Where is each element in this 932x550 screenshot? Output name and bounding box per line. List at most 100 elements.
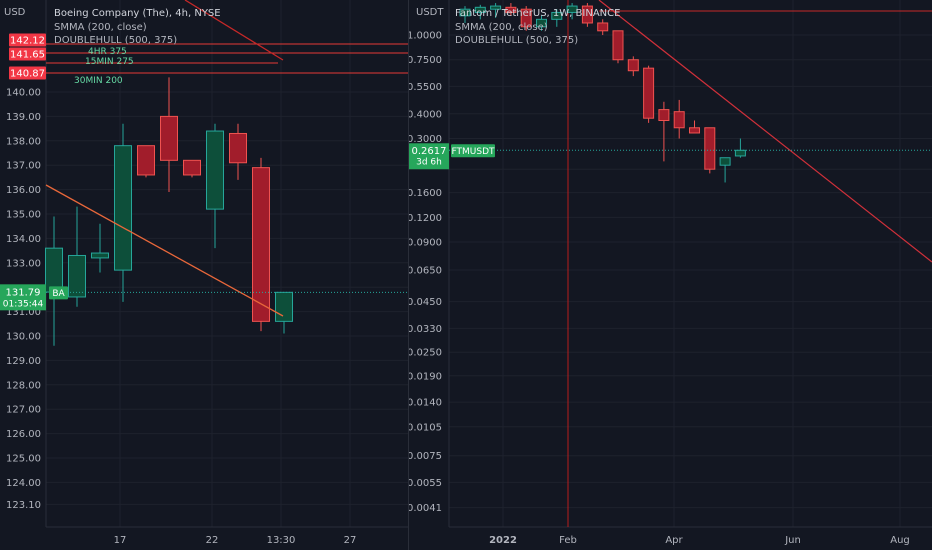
y-tick-label: 123.10 — [6, 500, 41, 511]
current-price-value: 0.2617 — [412, 146, 447, 157]
axis-currency: USDT — [416, 7, 444, 18]
candle[interactable] — [581, 5, 593, 24]
candle[interactable] — [252, 167, 270, 322]
candle[interactable] — [183, 159, 201, 176]
y-tick-label: 125.00 — [6, 454, 41, 465]
pane-divider[interactable] — [408, 0, 409, 550]
indicator-doublehull[interactable]: DOUBLEHULL (500, 375) — [54, 35, 178, 46]
y-tick-label: 139.00 — [6, 112, 41, 123]
candle[interactable] — [689, 127, 700, 134]
y-tick-label: 0.4000 — [409, 109, 442, 120]
candle[interactable] — [137, 145, 155, 176]
indicator-doublehull[interactable]: DOUBLEHULL (500, 375) — [455, 35, 579, 46]
candle[interactable] — [551, 11, 563, 20]
candle[interactable] — [704, 127, 716, 170]
trend-line[interactable] — [45, 184, 284, 317]
chart-title[interactable]: Boeing Company (The), 4h, NYSE — [54, 8, 221, 19]
candle[interactable] — [734, 149, 746, 157]
candle[interactable] — [612, 30, 624, 61]
chart-legend: Boeing Company (The), 4h, NYSE SMMA (200… — [54, 7, 221, 48]
candle[interactable] — [520, 8, 532, 28]
candle[interactable] — [68, 254, 86, 298]
candle[interactable] — [673, 111, 685, 129]
y-tick-label: 0.3000 — [409, 134, 442, 145]
candle[interactable] — [275, 291, 293, 322]
y-tick-label: 133.00 — [6, 258, 41, 269]
candle[interactable] — [719, 157, 731, 166]
candle[interactable] — [474, 6, 486, 13]
candle[interactable] — [566, 5, 578, 13]
symbol-tag-label: BA — [52, 289, 65, 299]
indicator-smma[interactable]: SMMA (200, close) — [455, 21, 548, 33]
y-tick-label: 138.00 — [6, 136, 41, 147]
price-badge-label: 141.65 — [10, 50, 45, 61]
y-tick-label: 0.1200 — [409, 213, 442, 224]
x-tick-label: Feb — [559, 535, 577, 546]
fantom-chart[interactable]: USDT 0.0041 0.0055 0.0075 0.0105 0.0140 0.0190… — [409, 0, 932, 550]
candle[interactable] — [627, 59, 639, 72]
y-tick-label: 0.0250 — [409, 348, 442, 359]
price-badge — [9, 66, 46, 80]
trend-line[interactable] — [598, 0, 932, 263]
indicator-smma[interactable]: SMMA (200, close) — [54, 21, 147, 33]
chart-pane-boeing[interactable]: USD 123.10 124.00 125.00 126.00 127.00 128.00 1… — [0, 0, 408, 550]
x-tick-label: 27 — [344, 535, 357, 546]
candle[interactable] — [114, 145, 132, 271]
candle[interactable] — [206, 130, 224, 210]
candle[interactable] — [160, 115, 178, 161]
x-tick-label: Aug — [890, 535, 910, 546]
y-tick-label: 0.0140 — [409, 398, 442, 409]
candle[interactable] — [229, 132, 247, 164]
x-tick-label: 17 — [114, 535, 127, 546]
candle[interactable] — [597, 22, 609, 32]
symbol-tag — [49, 286, 68, 300]
y-tick-label: 131.00 — [6, 307, 41, 318]
y-tick-label: 0.0190 — [409, 371, 442, 382]
y-tick-label: 0.7500 — [409, 55, 442, 66]
y-tick-label: 128.00 — [6, 380, 41, 391]
y-tick-label: 0.0330 — [409, 324, 442, 335]
x-tick-label: 13:30 — [267, 535, 296, 546]
y-tick-label: 126.00 — [6, 429, 41, 440]
y-tick-label: 137.00 — [6, 161, 41, 172]
candle[interactable] — [536, 18, 547, 28]
y-tick-label: 0.0105 — [409, 422, 442, 433]
y-tick-label: 0.1600 — [409, 188, 442, 199]
symbol-tag-label: FTMUSDT — [451, 147, 495, 157]
candle[interactable] — [490, 5, 502, 10]
y-tick-label: 140.00 — [6, 88, 41, 99]
candle[interactable] — [91, 252, 109, 259]
candle[interactable] — [45, 247, 63, 293]
y-tick-label: 0.0055 — [409, 478, 442, 489]
y-tick-label: 1.0000 — [409, 31, 442, 42]
x-tick-label: Apr — [665, 535, 683, 546]
symbol-tag — [451, 144, 495, 158]
candle[interactable] — [658, 109, 670, 121]
level-label: 4HR 375 — [88, 47, 127, 57]
candle[interactable] — [505, 6, 517, 13]
chart-title[interactable]: Fantom / TetherUS, 1W, BINANCE — [455, 8, 621, 19]
chart-legend: Fantom / TetherUS, 1W, BINANCE SMMA (200… — [455, 7, 620, 48]
price-badge — [9, 47, 46, 61]
level-label: 30MIN 200 — [74, 76, 123, 86]
current-price-value: 131.79 — [6, 287, 41, 298]
y-tick-label: 124.00 — [6, 478, 41, 489]
price-badge-label: 142.12 — [10, 36, 45, 47]
y-tick-label: 134.00 — [6, 234, 41, 245]
x-tick-label: Jun — [784, 535, 801, 546]
current-price-label — [409, 143, 449, 170]
y-tick-label: 0.0900 — [409, 238, 442, 249]
trend-line[interactable] — [184, 0, 284, 61]
candle[interactable] — [459, 8, 471, 17]
boeing-chart[interactable]: USD 123.10 124.00 125.00 126.00 127.00 128.00 1… — [0, 0, 408, 550]
y-tick-label: 0.0041 — [409, 503, 442, 514]
x-tick-label: 2022 — [489, 535, 517, 546]
bar-countdown: 01:35:44 — [3, 299, 44, 309]
y-tick-label: 0.0650 — [409, 266, 442, 277]
y-tick-label: 136.00 — [6, 185, 41, 196]
y-tick-label: 0.5500 — [409, 82, 442, 93]
candle[interactable] — [643, 67, 655, 119]
y-tick-label: 127.00 — [6, 405, 41, 416]
price-badge-label: 140.87 — [10, 69, 45, 80]
chart-pane-fantom[interactable]: USDT 0.0041 0.0055 0.0075 0.0105 0.0140 0.0190… — [409, 0, 932, 550]
